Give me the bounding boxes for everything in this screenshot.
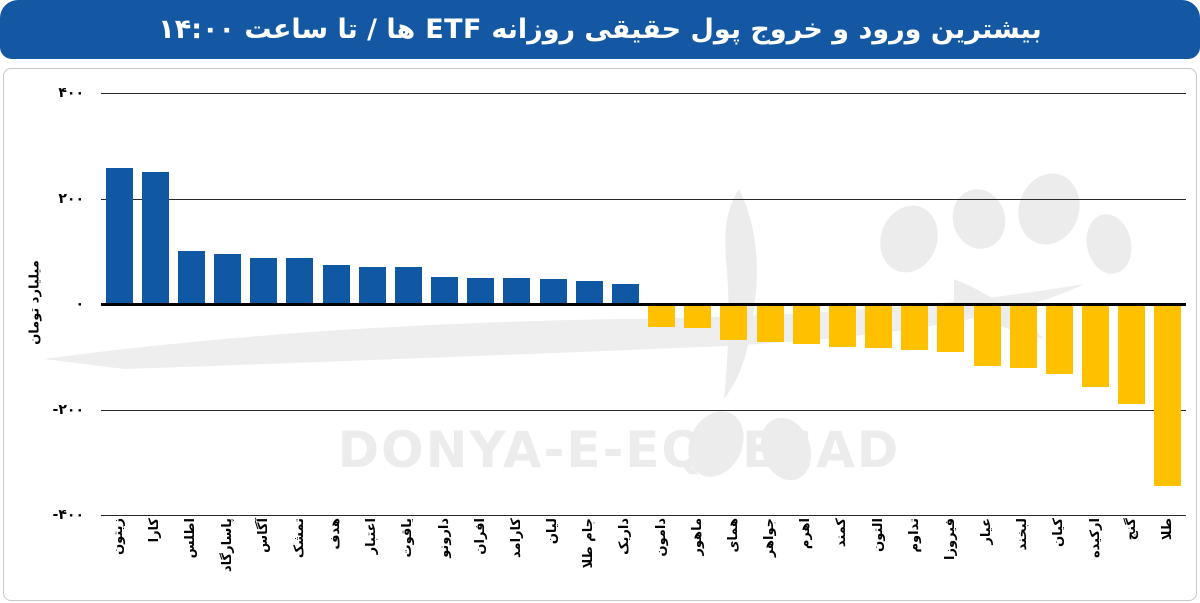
bar-label: اطلس: [183, 518, 199, 559]
bar-5: [250, 257, 278, 304]
bar-26: [1009, 304, 1037, 369]
bar-3: [177, 251, 205, 304]
bar-7: [322, 265, 350, 304]
y-tick-label: ۲۰۰: [58, 190, 84, 207]
chart-panel: DONYA-E-EQTESAD میلیارد تومان ۴۰۰ ۲۰۰ ۰ -۲۰…: [3, 68, 1197, 601]
bar-label: آگاس: [255, 518, 271, 553]
plot-area: ۴۰۰ ۲۰۰ ۰ -۲۰۰ -۴۰۰ زیتون کارا اطلس پاسارگاد آگاس…: [4, 69, 1196, 600]
bar-label: کارامد: [508, 518, 524, 558]
bar-12: [503, 278, 531, 304]
watermark-text: DONYA-E-EQTESAD: [337, 421, 901, 479]
bar-11: [467, 277, 495, 304]
bar-14: [575, 281, 603, 304]
bar-28: [1082, 304, 1110, 388]
bar-9: [394, 267, 422, 304]
zero-axis-line: [101, 303, 1186, 306]
bar-label: جام طلا: [581, 518, 597, 569]
bar-17: [684, 304, 712, 329]
bar-label: عیار: [979, 518, 995, 545]
bar-label: تداوم: [906, 518, 922, 553]
y-tick-label: -۴۰۰: [52, 507, 84, 523]
y-tick-label: -۲۰۰: [52, 401, 84, 418]
bar-label: طلا: [1159, 518, 1175, 541]
bar-21: [828, 304, 856, 348]
bar-label: کیان: [1051, 518, 1067, 547]
bar-29: [1118, 304, 1146, 405]
bar-label: داریک: [617, 518, 633, 555]
bar-label: جواهر: [762, 518, 778, 558]
bar-15: [611, 283, 639, 304]
bar-label: همای: [725, 518, 741, 553]
bar-20: [792, 304, 820, 344]
bar-label: لبخند: [1015, 518, 1031, 551]
gridline: [101, 515, 1186, 516]
y-tick-label: ۰: [75, 296, 84, 312]
bar-label: ارکیده: [1087, 518, 1103, 558]
gridline: [101, 93, 1186, 94]
bar-6: [286, 258, 314, 304]
gridline: [101, 409, 1186, 411]
bar-27: [1045, 304, 1073, 375]
gridline: [101, 198, 1186, 200]
bar-10: [431, 276, 459, 304]
bar-label: زیتون: [111, 518, 127, 555]
bar-16: [648, 304, 676, 328]
bar-18: [720, 304, 748, 341]
bar-13: [539, 279, 567, 304]
bar-label: کمند: [834, 518, 850, 548]
bar-label: دارونو: [436, 518, 452, 558]
bar-label: هدف: [328, 518, 344, 550]
bar-label: یاقوت: [400, 518, 416, 558]
chart-title: بیشترین ورود و خروج پول حقیقی روزانه ETF…: [158, 14, 1042, 45]
bar-label: اهرم: [798, 518, 814, 550]
bar-label: گنج: [1123, 518, 1139, 541]
bar-label: ماهور: [689, 518, 705, 556]
bar-4: [214, 253, 242, 304]
bar-label: اعتبار: [364, 518, 380, 555]
bar-label: دامون: [653, 518, 669, 557]
bar-label: پاسارگاد: [219, 518, 235, 573]
bar-label: افران: [472, 518, 488, 555]
bar-label: تمشک: [291, 518, 307, 559]
bar-8: [358, 266, 386, 304]
bar-2: [141, 172, 169, 304]
title-banner: بیشترین ورود و خروج پول حقیقی روزانه ETF…: [0, 0, 1200, 59]
bar-23: [901, 304, 929, 350]
bar-30: [1154, 304, 1182, 486]
bar-19: [756, 304, 784, 342]
bar-label: کارا: [147, 518, 163, 543]
bar-25: [973, 304, 1001, 367]
bar-label: فیروزا: [942, 518, 958, 560]
bar-1: [105, 167, 133, 304]
bar-label: التون: [870, 518, 886, 552]
y-tick-label: ۴۰۰: [58, 85, 84, 101]
bar-label: لیان: [545, 518, 561, 545]
bar-24: [937, 304, 965, 352]
bar-22: [865, 304, 893, 349]
